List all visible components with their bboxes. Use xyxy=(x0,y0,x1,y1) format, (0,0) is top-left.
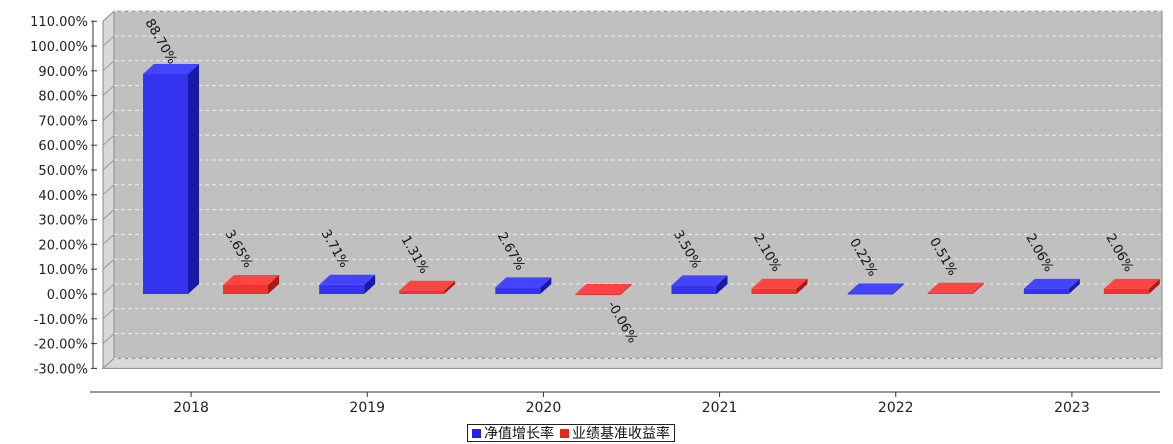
bar-benchmark-return xyxy=(751,288,797,294)
bar-net-value-growth-top xyxy=(495,277,552,288)
gridline-depth xyxy=(102,234,115,245)
bar-benchmark-return xyxy=(223,284,268,294)
gridline-depth xyxy=(102,333,115,344)
gridline-depth xyxy=(102,35,115,47)
bar-benchmark-return-top xyxy=(399,280,456,291)
y-tick-label: 10.00% xyxy=(38,263,88,278)
y-tick-label: -30.00% xyxy=(34,362,88,377)
bar-net-value-growth-side xyxy=(540,277,552,294)
y-tick-label: 100.00% xyxy=(30,40,88,55)
bar-net-value-growth xyxy=(143,74,188,294)
legend-item-benchmark-return: 业绩基准收益率 xyxy=(560,423,670,443)
y-tick-label: 80.00% xyxy=(38,90,88,105)
x-tick-label: 2021 xyxy=(702,400,738,416)
gridline-depth xyxy=(102,10,115,22)
bar-benchmark-return-side xyxy=(972,282,984,294)
bar-net-value-growth xyxy=(495,287,541,294)
bar-net-value-growth xyxy=(319,284,365,294)
bar-benchmark-return-side xyxy=(796,278,808,294)
legend-swatch-blue xyxy=(472,428,481,438)
bar-benchmark-return-side xyxy=(444,280,456,294)
gridline-depth xyxy=(102,134,115,146)
legend-label-benchmark-return: 业绩基准收益率 xyxy=(572,426,670,442)
bar-benchmark-return xyxy=(1103,288,1149,294)
bar-net-value-growth-top xyxy=(671,275,728,286)
bar-net-value-growth-top xyxy=(1023,278,1080,289)
y-tick-label: 0.00% xyxy=(47,288,88,303)
x-tick-label: 2019 xyxy=(349,400,385,416)
gridline-depth xyxy=(102,283,115,295)
bar-benchmark-return-top xyxy=(927,282,984,293)
bar-benchmark-return xyxy=(399,290,445,294)
legend-item-net-value-growth: 净值增长率 xyxy=(472,423,554,443)
bar-net-value-growth-side xyxy=(892,283,904,295)
bar-net-value-growth-top xyxy=(143,64,199,75)
bar-net-value-growth-top xyxy=(319,274,376,285)
gridline-depth xyxy=(102,209,115,220)
plot-background xyxy=(113,10,1163,359)
bar-benchmark-return-top xyxy=(751,278,808,289)
y-tick-label: 20.00% xyxy=(38,238,88,253)
bar-benchmark-return xyxy=(927,292,973,294)
bar-net-value-growth-side xyxy=(716,275,728,294)
y-tick-label: -10.00% xyxy=(34,313,88,328)
gridline-depth xyxy=(102,60,115,72)
bar-net-value-growth-side xyxy=(364,274,376,294)
bar-benchmark-return xyxy=(575,294,621,295)
gridline-depth xyxy=(102,85,115,96)
x-tick-label: 2018 xyxy=(173,400,209,416)
y-tick-label: 30.00% xyxy=(38,214,88,229)
y-tick-label: 110.00% xyxy=(30,15,88,30)
gridline-depth xyxy=(102,358,115,369)
gridline-depth xyxy=(102,159,115,171)
bar-net-value-growth-top xyxy=(847,283,904,294)
bar-net-value-growth xyxy=(847,293,893,295)
gridline-depth xyxy=(102,110,115,121)
y-tick-label: 60.00% xyxy=(38,139,88,154)
y-tick-label: 90.00% xyxy=(38,65,88,80)
gridline-depth xyxy=(102,258,115,270)
legend-swatch-red xyxy=(560,428,569,438)
bar-benchmark-return-side xyxy=(1148,278,1160,294)
x-tick-label: 2020 xyxy=(526,400,562,416)
bar-net-value-growth xyxy=(671,285,717,294)
x-tick-label: 2022 xyxy=(878,400,914,416)
x-tick-label: 2023 xyxy=(1054,400,1090,416)
gridline-depth xyxy=(102,308,115,320)
legend-label-net-value-growth: 净值增长率 xyxy=(484,426,554,442)
floor xyxy=(101,357,1163,369)
bar-benchmark-return-top xyxy=(575,284,632,294)
y-tick-label: 50.00% xyxy=(38,164,88,179)
chart-legend: 净值增长率 业绩基准收益率 xyxy=(467,424,675,442)
bar-net-value-growth-side xyxy=(188,64,199,294)
y-tick-label: -20.00% xyxy=(34,338,88,353)
bar-benchmark-return-side xyxy=(268,274,279,294)
y-tick-label: 40.00% xyxy=(38,189,88,204)
gridline-depth xyxy=(102,184,115,196)
bar-net-value-growth-side xyxy=(1068,278,1080,294)
bar-benchmark-return-side xyxy=(620,284,632,295)
bar-net-value-growth xyxy=(1023,288,1069,294)
y-tick-label: 70.00% xyxy=(38,114,88,129)
bar-benchmark-return-top xyxy=(1103,278,1160,289)
bar-benchmark-return-top xyxy=(223,274,279,285)
